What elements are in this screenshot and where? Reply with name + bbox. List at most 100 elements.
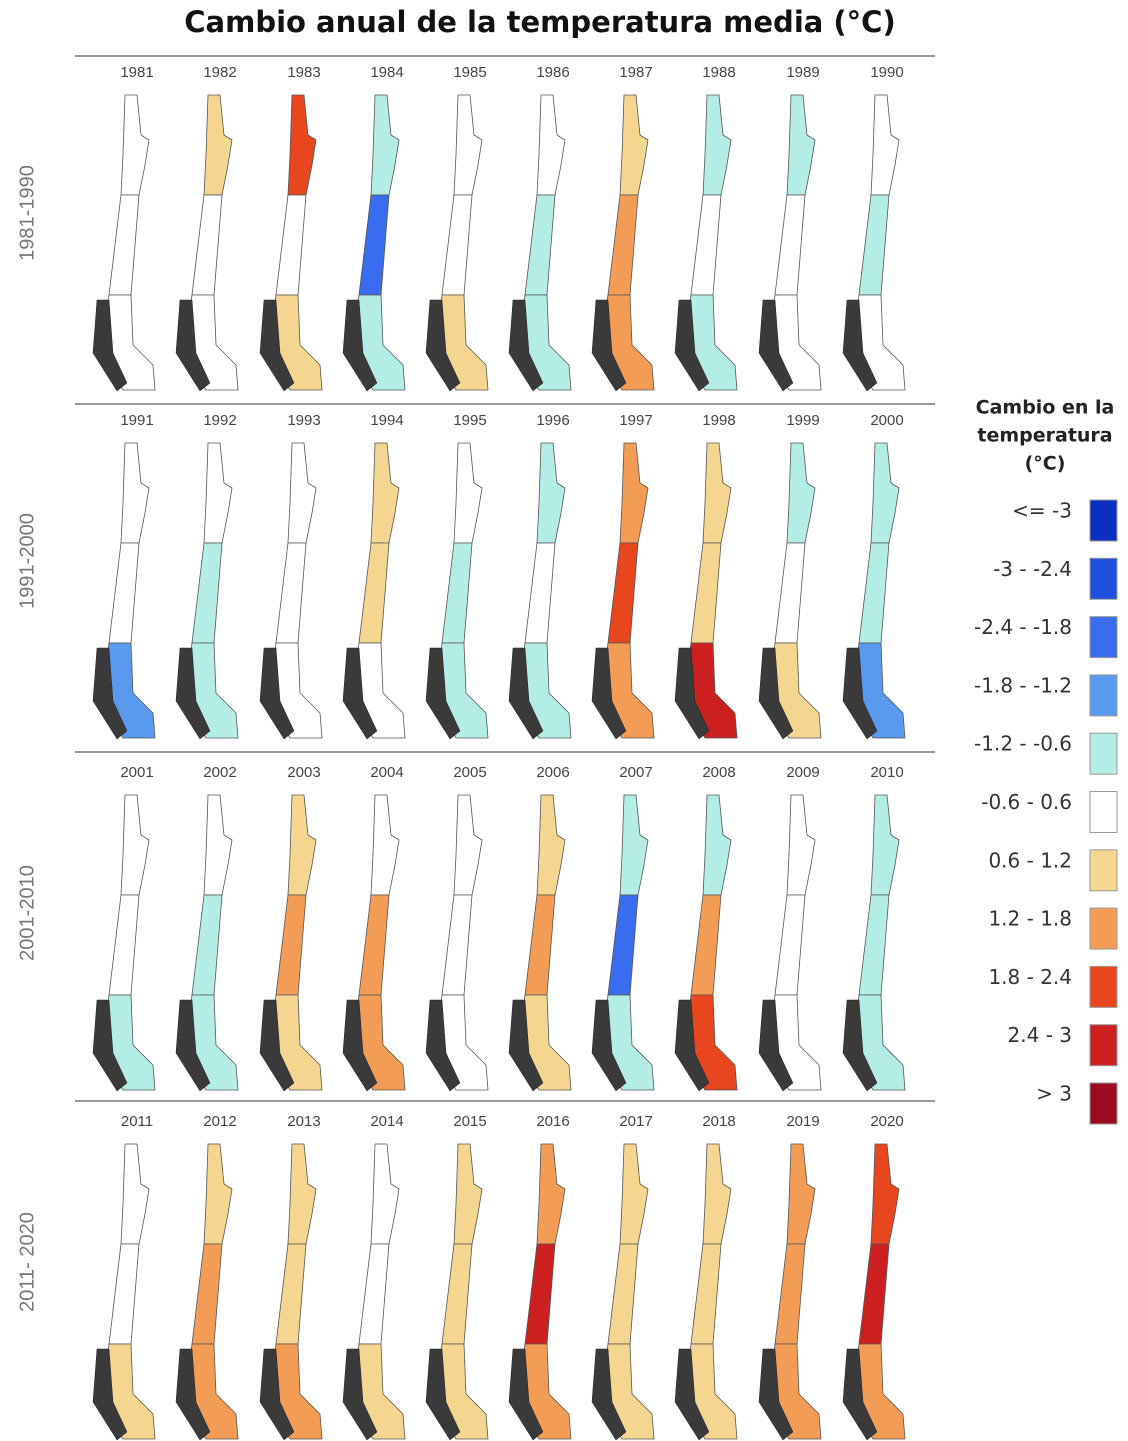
year-label: 1990 xyxy=(870,64,903,81)
map-islands xyxy=(342,1348,378,1441)
map-region xyxy=(524,1243,556,1345)
map-region xyxy=(870,1143,900,1245)
map-islands xyxy=(591,999,627,1092)
map-region xyxy=(203,1143,233,1245)
map-islands xyxy=(674,647,710,740)
map-islands xyxy=(92,999,128,1092)
map-region xyxy=(607,542,639,644)
map-region xyxy=(607,1243,639,1345)
year-label: 2002 xyxy=(203,764,236,781)
year-label: 1982 xyxy=(203,64,236,81)
year-label: 1981 xyxy=(120,64,153,81)
year-label: 1988 xyxy=(702,64,735,81)
map-islands xyxy=(508,647,544,740)
legend-label: -2.4 - -1.8 xyxy=(974,615,1072,639)
map-region xyxy=(453,94,483,196)
map-region xyxy=(536,442,566,544)
year-label: 2020 xyxy=(870,1113,903,1130)
decade-label: 1981-1990 xyxy=(16,165,38,261)
map-region xyxy=(441,194,473,296)
map-islands xyxy=(591,1348,627,1441)
map-islands xyxy=(259,647,295,740)
map-region xyxy=(536,1143,566,1245)
year-label: 2008 xyxy=(702,764,735,781)
year-label: 1994 xyxy=(370,412,403,429)
year-label: 1989 xyxy=(786,64,819,81)
map-islands xyxy=(842,999,878,1092)
map-region xyxy=(607,194,639,296)
year-label: 2018 xyxy=(702,1113,735,1130)
legend-swatch xyxy=(1089,1024,1118,1067)
map-islands xyxy=(342,299,378,392)
map-islands xyxy=(508,299,544,392)
map-region xyxy=(287,442,317,544)
legend-swatch xyxy=(1089,732,1118,775)
map-region xyxy=(774,194,806,296)
map-region xyxy=(120,794,150,896)
year-label: 1997 xyxy=(619,412,652,429)
map-region xyxy=(120,442,150,544)
map-region xyxy=(275,1243,307,1345)
map-region xyxy=(203,442,233,544)
decade-label: 2001-2010 xyxy=(16,865,38,961)
year-label: 2019 xyxy=(786,1113,819,1130)
year-label: 2005 xyxy=(453,764,486,781)
map-islands xyxy=(758,999,794,1092)
map-region xyxy=(275,542,307,644)
map-region xyxy=(203,94,233,196)
map-region xyxy=(453,1143,483,1245)
map-region xyxy=(702,794,732,896)
year-label: 2000 xyxy=(870,412,903,429)
legend-swatch xyxy=(1089,907,1118,950)
map-region xyxy=(441,894,473,996)
map-region xyxy=(536,794,566,896)
map-islands xyxy=(425,647,461,740)
map-islands xyxy=(342,999,378,1092)
year-label: 2011 xyxy=(121,1113,153,1130)
legend-title: Cambio en la xyxy=(976,397,1115,419)
map-region xyxy=(191,542,223,644)
map-islands xyxy=(175,999,211,1092)
map-islands xyxy=(674,1348,710,1441)
legend-label: -1.8 - -1.2 xyxy=(974,673,1072,697)
map-region xyxy=(370,442,400,544)
map-region xyxy=(702,442,732,544)
map-region xyxy=(524,542,556,644)
map-region xyxy=(690,894,722,996)
legend-title: (°C) xyxy=(1025,453,1066,475)
map-region xyxy=(619,1143,649,1245)
map-region xyxy=(690,194,722,296)
year-label: 1995 xyxy=(453,412,486,429)
map-region xyxy=(120,94,150,196)
map-region xyxy=(702,94,732,196)
year-label: 2006 xyxy=(536,764,569,781)
year-label: 2012 xyxy=(203,1113,236,1130)
year-label: 2001 xyxy=(120,764,153,781)
map-region xyxy=(441,1243,473,1345)
map-islands xyxy=(674,999,710,1092)
map-islands xyxy=(842,1348,878,1441)
map-region xyxy=(287,1143,317,1245)
map-islands xyxy=(674,299,710,392)
year-label: 1996 xyxy=(536,412,569,429)
map-islands xyxy=(259,1348,295,1441)
map-region xyxy=(108,542,140,644)
legend-label: -1.2 - -0.6 xyxy=(974,732,1072,756)
map-region xyxy=(275,194,307,296)
year-label: 2017 xyxy=(619,1113,652,1130)
map-region xyxy=(358,1243,390,1345)
map-islands xyxy=(508,1348,544,1441)
year-label: 1991 xyxy=(120,412,153,429)
map-islands xyxy=(508,999,544,1092)
map-region xyxy=(619,442,649,544)
legend-swatch xyxy=(1089,965,1118,1008)
legend-label: > 3 xyxy=(1036,1082,1072,1106)
map-region xyxy=(108,1243,140,1345)
map-region xyxy=(619,794,649,896)
map-region xyxy=(453,442,483,544)
map-region xyxy=(607,894,639,996)
map-region xyxy=(358,194,390,296)
legend-swatch xyxy=(1089,616,1118,659)
year-label: 1983 xyxy=(287,64,320,81)
map-region xyxy=(774,1243,806,1345)
